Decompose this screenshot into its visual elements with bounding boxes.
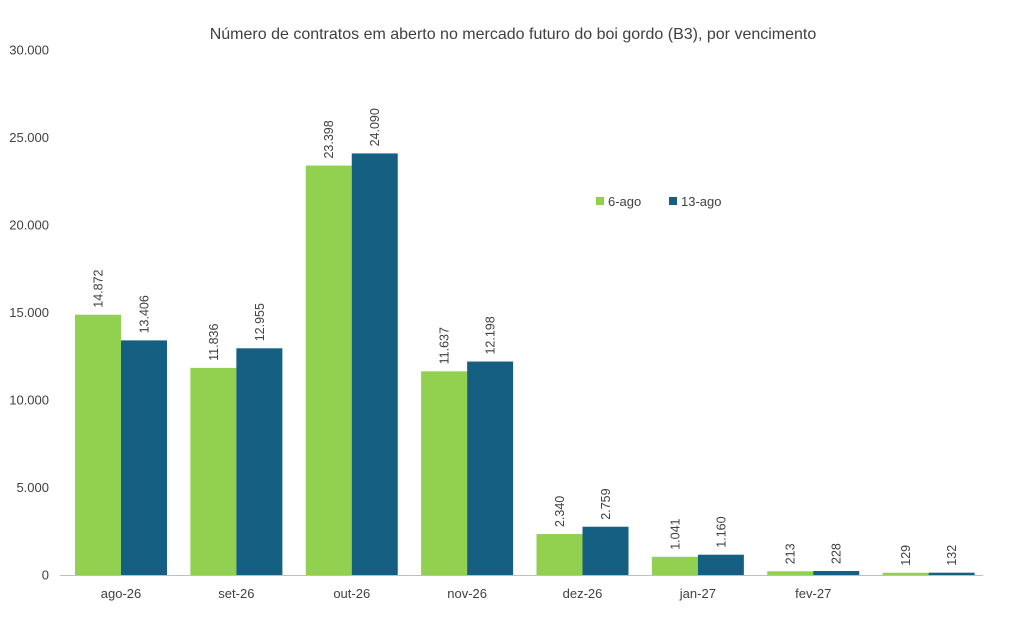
data-label: 11.836 <box>207 324 221 361</box>
bar-series2 <box>236 348 283 575</box>
data-label: 13.406 <box>138 295 152 333</box>
data-label: 14.872 <box>92 269 106 307</box>
y-tick-label: 10.000 <box>9 393 49 408</box>
y-tick-label: 20.000 <box>9 218 49 233</box>
bar-series2 <box>813 571 860 575</box>
bar-series1 <box>651 556 698 575</box>
data-labels: 14.872 13.406 11.836 12.955 23.398 24.090 11.6… <box>92 108 960 566</box>
data-label: 1.160 <box>714 516 728 547</box>
data-label: 11.637 <box>438 327 452 364</box>
x-category-label: dez-26 <box>563 586 603 601</box>
x-category-label: out-26 <box>333 586 370 601</box>
legend: 6-ago 13-ago <box>596 194 721 209</box>
y-tick-label: 25.000 <box>9 130 49 145</box>
data-label: 213 <box>784 543 798 564</box>
y-tick-label: 30.000 <box>9 43 49 58</box>
bar-series2 <box>928 572 975 575</box>
bar-series1 <box>536 534 583 575</box>
data-label: 228 <box>830 543 844 564</box>
bar-series1 <box>305 165 352 575</box>
bar-series1 <box>75 314 121 575</box>
y-tick-label: 0 <box>42 568 49 583</box>
data-label: 2.340 <box>553 496 567 527</box>
bar-series1 <box>421 371 468 575</box>
x-category-label: set-26 <box>218 586 254 601</box>
data-label: 129 <box>899 545 913 566</box>
bar-series2 <box>467 361 514 575</box>
bar-series1 <box>767 571 814 575</box>
x-category-label: nov-26 <box>447 586 487 601</box>
legend-label: 13-ago <box>681 194 721 209</box>
y-axis-ticks: 0 5.000 10.000 15.000 20.000 25.000 30.000 <box>9 43 49 583</box>
data-label: 12.955 <box>253 303 267 341</box>
data-label: 2.759 <box>599 488 613 519</box>
legend-swatch <box>596 197 604 205</box>
bar-series2 <box>121 340 167 575</box>
legend-label: 6-ago <box>608 194 641 209</box>
bars <box>75 153 975 576</box>
chart-title: Número de contratos em aberto no mercado… <box>210 26 817 43</box>
bar-series1 <box>190 367 237 575</box>
bar-series2 <box>582 526 629 575</box>
bar-series2 <box>351 153 398 576</box>
legend-swatch <box>669 197 677 205</box>
bar-series1 <box>882 572 929 575</box>
x-category-label: ago-26 <box>101 586 141 601</box>
data-label: 1.041 <box>668 518 682 549</box>
data-label: 12.198 <box>484 316 498 354</box>
data-label: 132 <box>945 545 959 566</box>
x-axis-categories: ago-26 set-26 out-26 nov-26 dez-26 jan-27 fev-… <box>101 586 832 601</box>
y-tick-label: 15.000 <box>9 305 49 320</box>
y-tick-label: 5.000 <box>16 480 49 495</box>
data-label: 23.398 <box>322 120 336 158</box>
data-label: 24.090 <box>368 108 382 146</box>
bar-series2 <box>697 554 744 575</box>
x-category-label: jan-27 <box>679 586 716 601</box>
x-category-label: fev-27 <box>795 586 831 601</box>
